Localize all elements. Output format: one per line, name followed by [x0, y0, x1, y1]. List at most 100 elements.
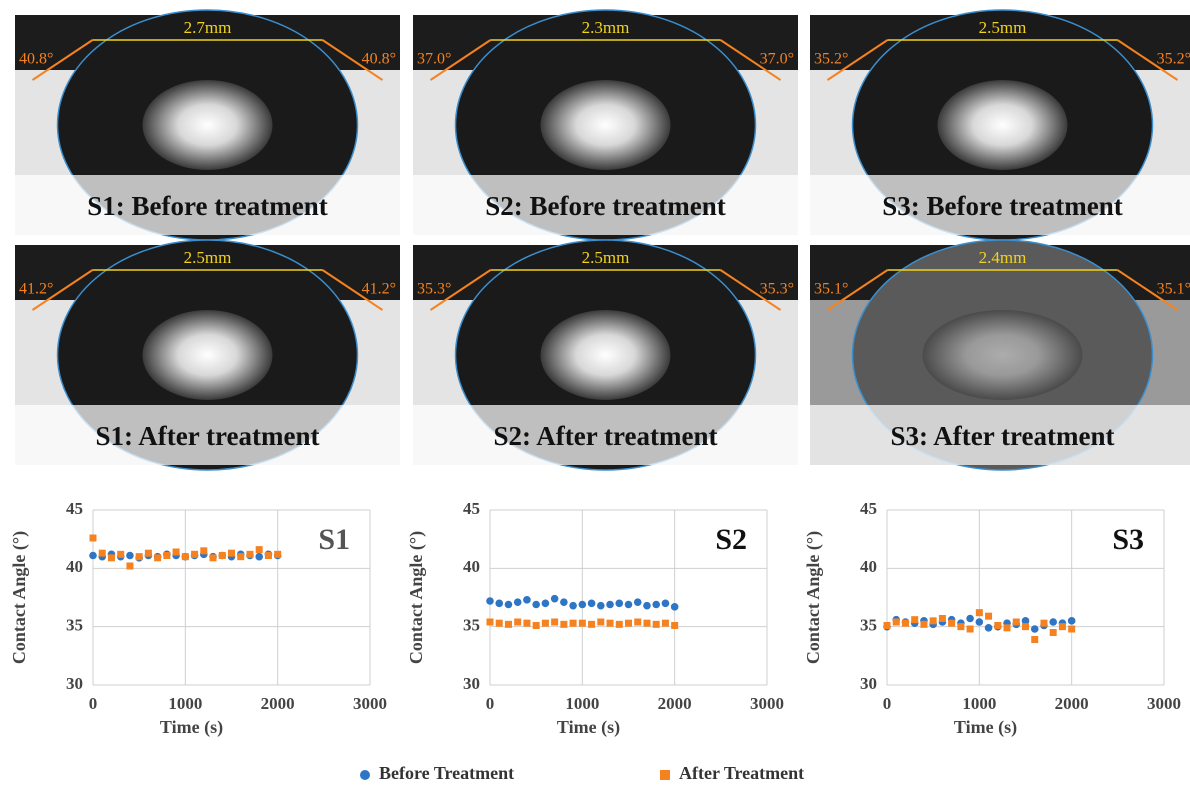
point — [255, 546, 263, 554]
point — [98, 549, 106, 557]
right-angle: 37.0° — [760, 51, 794, 68]
point — [588, 620, 596, 628]
point — [513, 598, 522, 606]
x-tick-label: 2000 — [658, 694, 692, 713]
point — [587, 599, 596, 608]
tangent-right — [321, 39, 384, 81]
y-tick-label: 35 — [66, 616, 83, 635]
chart-annotation: S3 — [1112, 523, 1144, 556]
point — [1058, 623, 1066, 631]
photo-label: S2: Before treatment — [485, 191, 725, 221]
y-tick-label: 30 — [860, 674, 877, 693]
point — [643, 619, 651, 627]
tangent-right — [321, 269, 384, 311]
point — [89, 551, 97, 560]
photo-label: S1: After treatment — [96, 421, 320, 451]
y-tick-label: 45 — [463, 499, 480, 518]
x-tick-label: 1000 — [168, 694, 202, 713]
tangent-right — [1116, 269, 1179, 311]
tangent-left — [826, 39, 889, 81]
point — [1049, 618, 1057, 626]
point — [218, 552, 226, 559]
chart-annotation: S2 — [715, 523, 747, 556]
point — [606, 619, 614, 627]
point — [670, 603, 679, 611]
point — [107, 554, 115, 562]
y-tick-label: 35 — [463, 616, 480, 635]
point — [486, 597, 494, 605]
x-axis-label: Time (s) — [954, 717, 1017, 738]
point — [634, 618, 642, 626]
point — [163, 552, 171, 559]
left-angle: 40.8° — [19, 51, 53, 68]
point — [504, 620, 512, 628]
point — [228, 549, 235, 557]
point — [523, 596, 531, 604]
width-label: 2.5mm — [582, 248, 630, 267]
point — [652, 600, 660, 609]
point — [975, 618, 984, 626]
x-tick-label: 2000 — [1055, 694, 1089, 713]
y-axis-label: Contact Angle (°) — [9, 531, 30, 664]
x-tick-label: 0 — [486, 694, 495, 713]
point — [1031, 636, 1039, 643]
point — [569, 619, 577, 627]
point — [246, 550, 254, 558]
point — [191, 550, 199, 558]
point — [938, 615, 946, 622]
point — [504, 600, 513, 609]
point — [126, 562, 134, 570]
point — [274, 550, 282, 558]
label-band — [15, 175, 400, 235]
droplet-highlight — [937, 80, 1068, 170]
point — [1049, 629, 1057, 636]
right-angle: 35.1° — [1157, 281, 1190, 298]
photo-label: S2: After treatment — [494, 421, 718, 451]
y-tick-label: 30 — [463, 674, 480, 693]
x-tick-label: 3000 — [353, 694, 387, 713]
point — [643, 601, 651, 610]
width-label: 2.4mm — [979, 248, 1027, 267]
point — [957, 623, 965, 631]
y-tick-label: 40 — [463, 557, 480, 576]
label-band — [15, 405, 400, 465]
point — [126, 551, 134, 560]
point — [966, 614, 974, 623]
point — [560, 598, 568, 606]
x-tick-label: 3000 — [1147, 694, 1181, 713]
point — [625, 619, 632, 627]
right-angle: 35.2° — [1157, 51, 1190, 68]
point — [144, 549, 152, 557]
point — [569, 601, 577, 610]
point — [994, 622, 1002, 629]
point — [883, 622, 891, 629]
point — [486, 618, 494, 626]
point — [181, 553, 189, 561]
left-angle: 37.0° — [417, 51, 451, 68]
x-tick-label: 3000 — [750, 694, 784, 713]
point — [671, 622, 679, 629]
tangent-left — [429, 269, 492, 311]
point — [652, 620, 660, 628]
point — [1068, 625, 1076, 633]
point — [624, 600, 633, 609]
point — [541, 619, 549, 627]
tangent-right — [719, 39, 782, 81]
left-angle: 35.1° — [814, 281, 848, 298]
left-angle: 35.2° — [814, 51, 848, 68]
y-tick-label: 35 — [860, 616, 877, 635]
point — [89, 534, 97, 542]
tangent-right — [719, 269, 782, 311]
legend-swatch — [660, 770, 670, 780]
right-angle: 40.8° — [362, 51, 396, 68]
tangent-left — [31, 39, 94, 81]
point — [606, 600, 614, 609]
width-label: 2.3mm — [582, 18, 630, 37]
y-tick-label: 40 — [66, 557, 83, 576]
x-tick-label: 1000 — [962, 694, 996, 713]
tangent-left — [429, 39, 492, 81]
label-band — [810, 175, 1190, 235]
width-label: 2.7mm — [184, 18, 232, 37]
x-axis-label: Time (s) — [160, 717, 223, 738]
point — [209, 554, 217, 562]
